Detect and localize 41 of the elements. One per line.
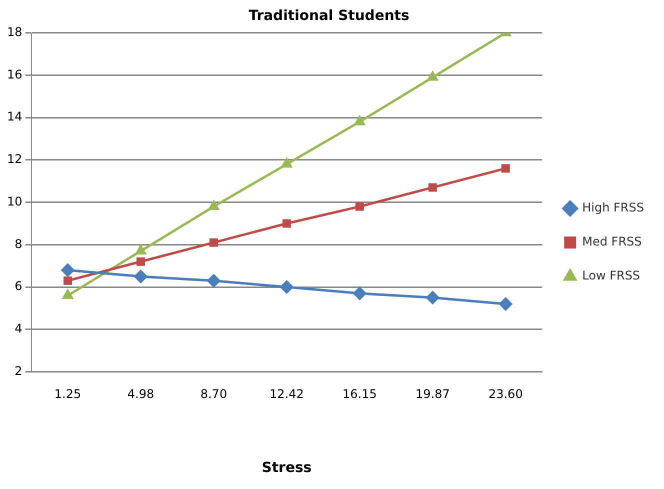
- y-tick-label: 14: [6, 110, 22, 124]
- y-tick-label: 10: [6, 194, 22, 208]
- x-tick-label: 16.15: [342, 387, 377, 402]
- x-tick-label: 1.25: [54, 387, 82, 402]
- y-tick-label: 18: [6, 24, 22, 39]
- x-tick-label: 4.98: [127, 387, 154, 402]
- y-tick-label: 2: [14, 364, 22, 378]
- point: [136, 257, 145, 266]
- legend-label: Low FRSS: [582, 268, 640, 283]
- y-tick-label: 8: [14, 236, 22, 251]
- x-tick-label: 8.70: [200, 387, 228, 402]
- y-tick-label: 4: [14, 322, 22, 336]
- point: [134, 269, 148, 284]
- legend-label: Med FRSS: [582, 234, 642, 249]
- point: [426, 290, 440, 305]
- point: [498, 297, 513, 311]
- x-tick-label: 19.87: [415, 387, 450, 402]
- point: [60, 263, 75, 278]
- point: [282, 219, 291, 228]
- chart-title: Traditional Students: [248, 8, 410, 24]
- x-axis-title: Stress: [262, 460, 312, 476]
- point: [64, 276, 72, 285]
- point: [426, 70, 439, 81]
- point: [352, 286, 367, 300]
- point: [280, 280, 294, 294]
- x-tick-label: 12.42: [270, 387, 304, 402]
- point: [62, 288, 74, 300]
- point: [134, 244, 147, 255]
- point: [355, 202, 364, 211]
- point: [206, 274, 221, 288]
- y-tick-label: 12: [6, 152, 22, 166]
- point: [209, 238, 218, 247]
- y-tick-label: 16: [6, 67, 22, 82]
- point: [208, 200, 220, 210]
- point: [501, 164, 510, 173]
- point: [280, 157, 293, 168]
- point: [428, 183, 437, 192]
- x-tick-label: 23.60: [488, 387, 523, 402]
- legend-label: High FRSS: [582, 200, 644, 215]
- point: [354, 114, 366, 126]
- y-tick-label: 6: [14, 279, 22, 294]
